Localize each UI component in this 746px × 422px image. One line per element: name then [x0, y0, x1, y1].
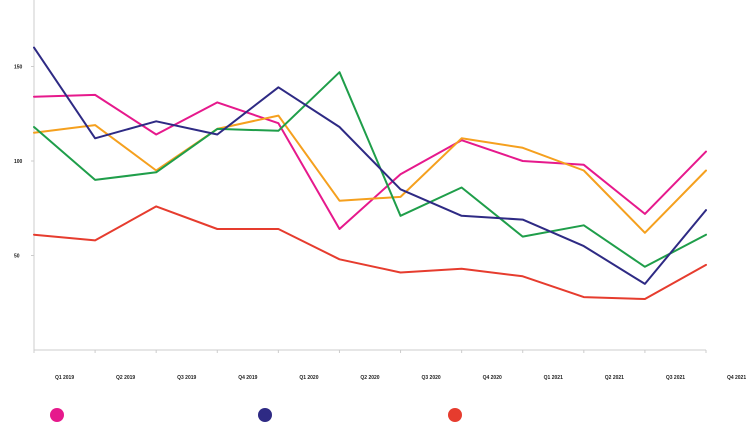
legend-swatch-3	[448, 408, 462, 422]
x-tick-label: Q1 2019	[55, 375, 74, 381]
x-tick-label: Q4 2021	[727, 375, 746, 381]
x-tick-label: Q2 2021	[605, 375, 624, 381]
legend-swatch-1	[50, 408, 64, 422]
x-tick-label: Q1 2021	[544, 375, 563, 381]
legend-item-1	[50, 408, 72, 422]
chart-axes	[31, 0, 706, 353]
series-line-4	[34, 48, 706, 284]
x-tick-label: Q4 2019	[238, 375, 257, 381]
x-tick-label: Q3 2019	[177, 375, 196, 381]
x-tick-label: Q3 2020	[421, 375, 440, 381]
series-line-5	[34, 206, 706, 299]
x-tick-label: Q4 2020	[483, 375, 502, 381]
legend-item-2	[258, 408, 280, 422]
x-tick-label: Q3 2021	[666, 375, 685, 381]
series-line-3	[34, 72, 706, 267]
x-tick-label: Q2 2019	[116, 375, 135, 381]
legend-swatch-2	[258, 408, 272, 422]
y-tick-label: 150	[14, 65, 23, 71]
series-line-1	[34, 95, 706, 229]
x-tick-label: Q2 2020	[360, 375, 379, 381]
y-tick-label: 50	[14, 254, 20, 260]
y-tick-label: 100	[14, 159, 23, 165]
x-tick-label: Q1 2020	[299, 375, 318, 381]
legend-item-3	[448, 408, 470, 422]
series-lines	[34, 48, 706, 299]
legend	[0, 404, 746, 419]
